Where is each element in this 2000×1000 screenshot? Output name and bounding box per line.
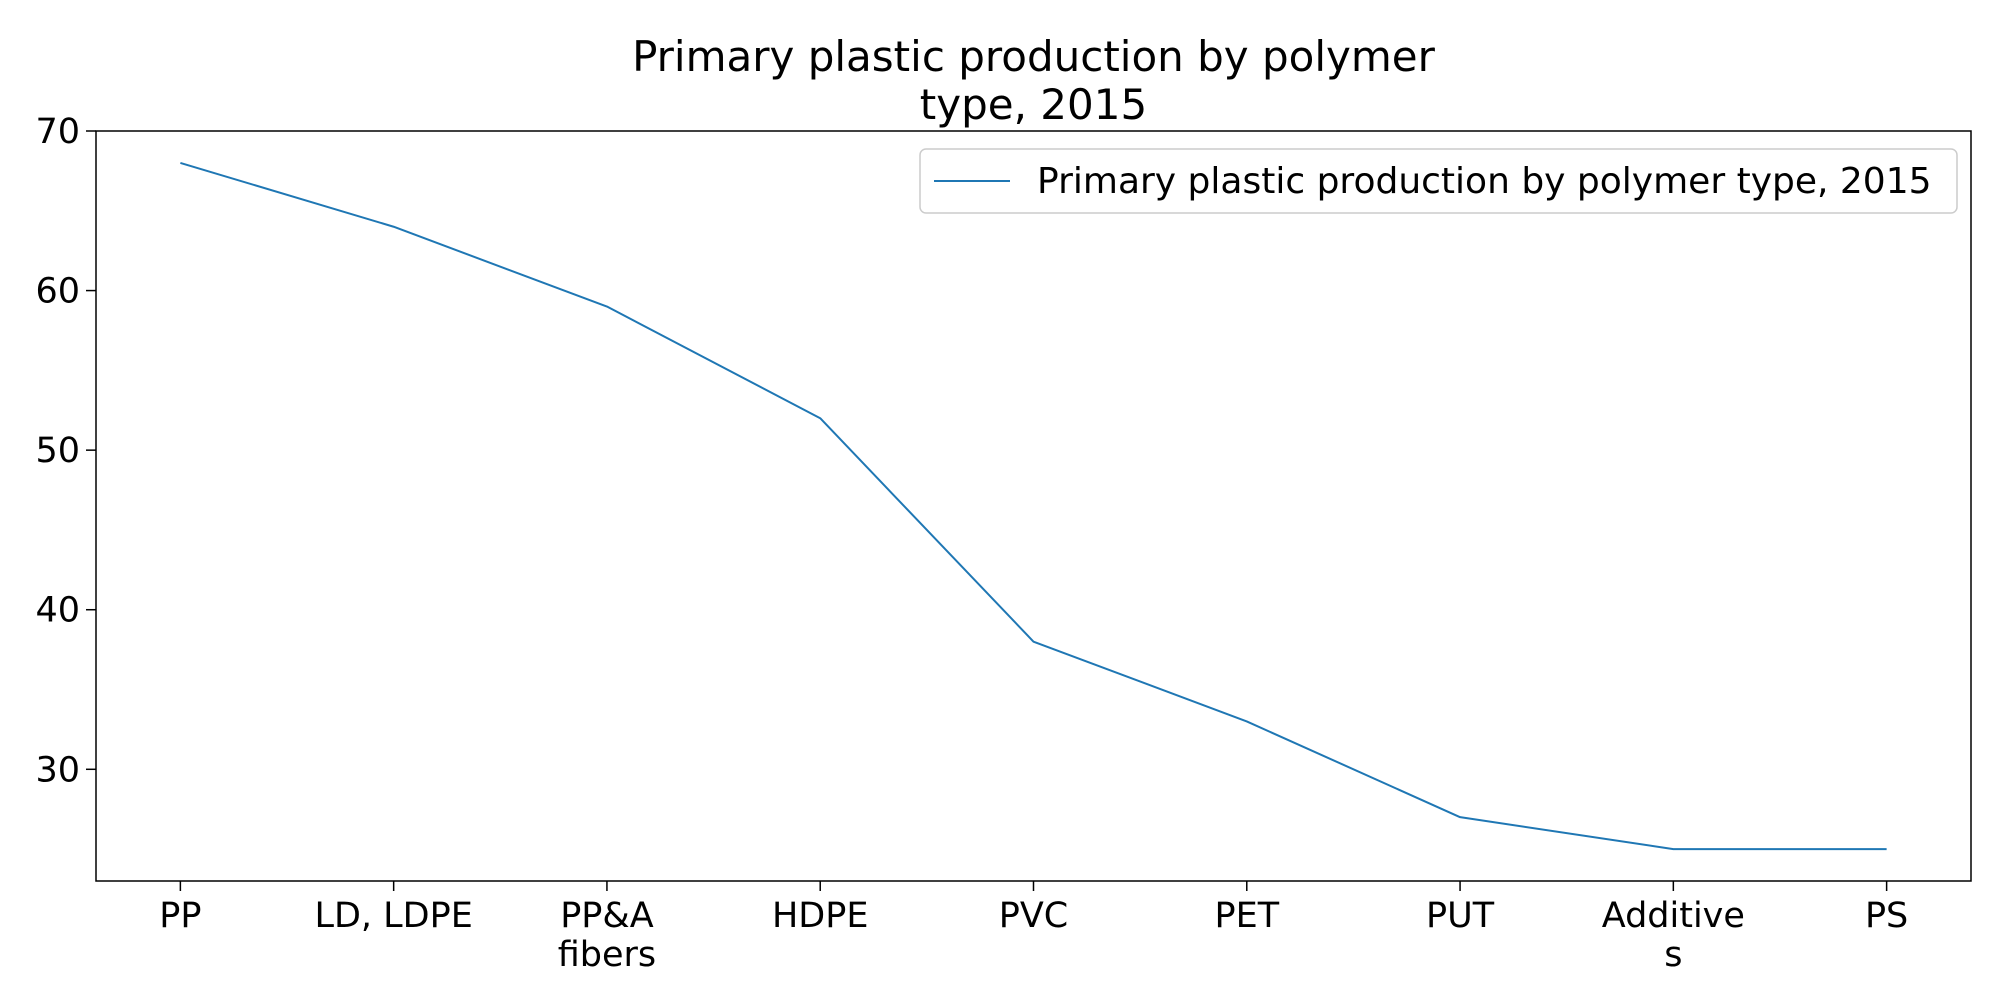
y-tick-label: 40 (35, 591, 80, 631)
y-tick-label: 50 (35, 431, 80, 471)
legend-label: Primary plastic production by polymer ty… (1037, 161, 1932, 202)
series-line (180, 161, 1887, 851)
x-axis: PP LD, LDPE PP&A fibers HDPE PVC PET PUT Additiv… (159, 881, 1908, 975)
x-tick-label: LD, LDPE (314, 896, 472, 936)
x-tick-label: PP (159, 896, 201, 936)
plot-frame (95, 130, 1972, 882)
y-axis: 30 40 50 60 70 (35, 112, 96, 790)
chart-title-line: Primary plastic production by polymer (632, 32, 1436, 81)
chart-title: Primary plastic production by polymer typ… (632, 32, 1436, 129)
legend-box (919, 148, 1958, 214)
x-tick-label: PUT (1426, 896, 1495, 936)
legend: Primary plastic production by polymer ty… (919, 148, 1958, 214)
y-tick-label: 30 (35, 750, 80, 790)
x-tick-label: PS (1865, 896, 1908, 936)
y-tick-label: 70 (35, 112, 80, 152)
x-tick-label: Additive s (1602, 896, 1745, 975)
chart-title-line: type, 2015 (920, 80, 1147, 129)
y-tick-label: 60 (35, 272, 80, 312)
x-tick-label: HDPE (772, 896, 869, 936)
plot-series (180, 161, 1887, 851)
x-tick-label: PP&A fibers (558, 896, 656, 975)
x-tick-label: PET (1214, 896, 1279, 936)
x-tick-label: PVC (999, 896, 1069, 936)
